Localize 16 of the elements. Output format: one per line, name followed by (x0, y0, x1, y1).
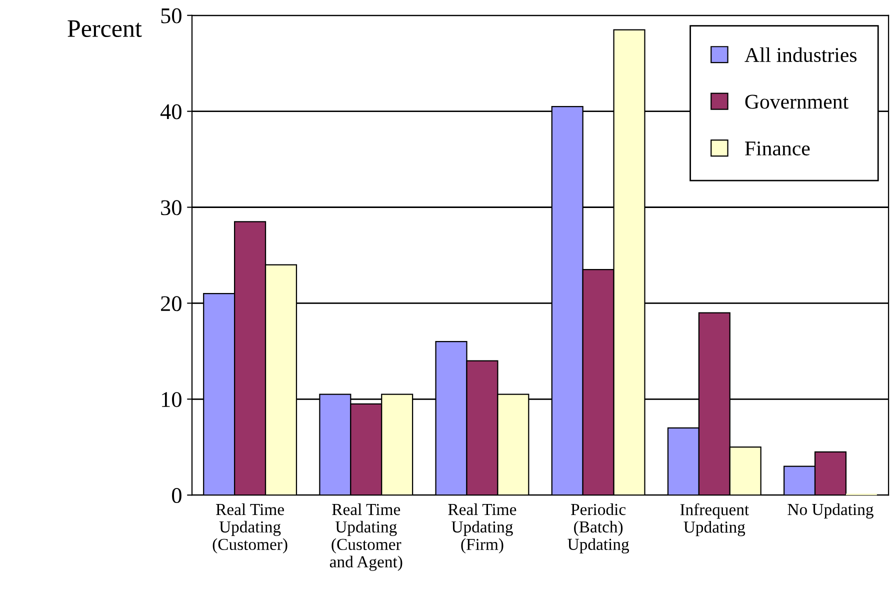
legend-label: All industries (744, 47, 857, 62)
x-tick-label: Real Time Updating (Customer and Agent) (330, 503, 402, 571)
y-tick-label: 10 (162, 392, 182, 408)
y-tick-label: 50 (161, 8, 182, 24)
y-axis-title: Percent (68, 20, 142, 38)
x-tick-label: Real Time Updating (Customer) (212, 503, 288, 554)
y-tick-label: 20 (161, 296, 182, 312)
y-tick-label: 30 (161, 200, 182, 216)
legend-label: Government (745, 94, 848, 109)
y-tick-label: 0 (172, 488, 182, 504)
x-tick-label: No Updating (788, 503, 874, 519)
x-tick-label: Real Time Updating (Firm) (448, 503, 516, 554)
x-tick-label: Infrequent Updating (680, 503, 750, 536)
x-tick-label: Periodic (Batch) Updating (568, 503, 630, 554)
legend-label: Finance (745, 141, 810, 156)
y-tick-label: 40 (160, 104, 182, 120)
